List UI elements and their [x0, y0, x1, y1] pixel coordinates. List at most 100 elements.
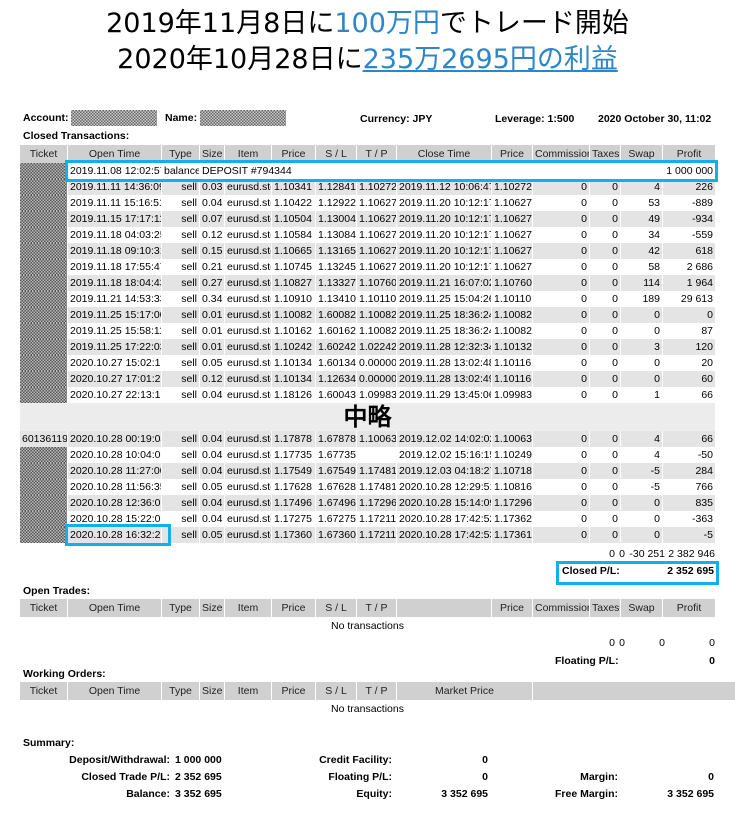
open-time: 2020.10.28 11:27:00: [68, 463, 161, 479]
item: eurusd.std: [225, 431, 271, 447]
closed-transactions-title: Closed Transactions:: [23, 130, 130, 142]
table-row: 2020.10.28 12:36:02sell0.04eurusd.std1.1…: [20, 495, 715, 511]
type: sell: [162, 431, 199, 447]
take-profit: 1.10082: [359, 325, 396, 337]
swap: 49: [621, 211, 662, 227]
type: sell: [181, 357, 197, 369]
type: sell: [181, 229, 197, 241]
deposit-value: 1 000 000: [175, 754, 222, 766]
profit: -363: [691, 513, 713, 525]
close-time: 2019.11.20 10:12:17: [399, 229, 491, 241]
close-price: 1.10272: [492, 179, 532, 195]
close-time: 2019.12.02 14:02:02: [397, 431, 491, 447]
open-price: 1.17735: [274, 449, 312, 461]
taxes: 0: [612, 513, 618, 525]
close-time: 2019.11.20 10:12:17: [397, 211, 491, 227]
headline-profit-link[interactable]: 235万2695円の利益: [362, 44, 618, 75]
close-price: 1.10718: [492, 463, 532, 479]
taxes: 0: [612, 389, 618, 401]
stop-loss: 1.13084: [318, 229, 356, 241]
item: eurusd.std: [227, 513, 271, 525]
commission: 0: [533, 307, 589, 323]
column-header: Ticket: [20, 599, 67, 617]
item: eurusd.std: [225, 371, 271, 387]
swap: -5: [621, 463, 662, 479]
take-profit: 0.00000: [359, 357, 396, 369]
open-total-taxes: 0: [619, 637, 625, 649]
commission: 0: [533, 495, 589, 511]
close-price: 1.10760: [492, 275, 532, 291]
ticket: 60136119: [20, 431, 67, 447]
column-header-blank: [533, 682, 735, 700]
commission: 0: [581, 197, 587, 209]
table-row: 2019.11.11 14:36:09sell0.03eurusd.std1.1…: [20, 179, 715, 195]
close-time: 2019.11.28 13:02:48: [399, 357, 491, 369]
taxes: 0: [612, 481, 618, 493]
size: 0.12: [202, 229, 223, 241]
size: 0.05: [200, 527, 224, 543]
deposit-label: Deposit/Withdrawal:: [69, 754, 170, 766]
ticket: [20, 211, 67, 227]
close-time: 2019.12.03 04:18:27: [397, 463, 491, 479]
take-profit: 1.02242: [357, 339, 396, 355]
stop-loss: 1.13245: [318, 261, 356, 273]
open-time: 2019.11.11 15:16:51: [70, 197, 161, 209]
stop-loss: 1.60162: [318, 325, 356, 337]
take-profit: 1.10627: [359, 261, 396, 273]
close-time: 2019.11.12 10:06:47: [397, 179, 491, 195]
profit: 2 686: [686, 261, 713, 273]
size: 0.05: [202, 481, 223, 493]
column-header: Type: [162, 682, 199, 700]
open-time: 2020.10.28 11:56:35: [70, 481, 161, 493]
size: 0.15: [200, 243, 224, 259]
item: eurusd.std: [225, 339, 271, 355]
close-time: 2019.11.25 18:36:24: [399, 325, 491, 337]
type: sell: [181, 197, 197, 209]
equity-label: Equity:: [356, 788, 392, 800]
close-price: 1.17362: [494, 513, 532, 525]
open-total-swap: 0: [659, 637, 665, 649]
balance-label: Balance:: [126, 788, 170, 800]
open-time: 2019.11.11 14:36:09: [68, 179, 161, 195]
ticket: [20, 323, 67, 339]
ticket: [20, 479, 67, 495]
column-header: Market Price: [397, 682, 532, 700]
taxes: 0: [612, 229, 618, 241]
commission: 0: [581, 325, 587, 337]
taxes: 0: [612, 293, 618, 305]
close-time: 2019.11.20 10:12:17: [399, 261, 491, 273]
column-header: Ticket: [20, 682, 67, 700]
table-row: 2020.10.28 11:56:35sell0.05eurusd.std1.1…: [20, 479, 715, 495]
column-header: Item: [225, 682, 271, 700]
column-header: Profit: [663, 599, 715, 617]
stop-loss: 1.67496: [316, 495, 356, 511]
profit: 120: [663, 339, 715, 355]
item: eurusd.std: [225, 243, 271, 259]
balance-value: 3 352 695: [175, 788, 222, 800]
close-price: 1.10627: [494, 229, 532, 241]
swap: 0: [621, 371, 662, 387]
ticket: [20, 339, 67, 355]
close-price: 1.10627: [492, 211, 532, 227]
commission: 0: [581, 261, 587, 273]
commission: 0: [533, 211, 589, 227]
account-label: Account:: [23, 111, 69, 124]
commission: 0: [581, 449, 587, 461]
close-price: 1.10116: [492, 371, 532, 387]
open-time: 2019.11.18 09:10:31: [68, 243, 161, 259]
commission: 0: [533, 275, 589, 291]
account-field: Account:: [23, 110, 158, 126]
open-time: 2020.10.28 00:19:04: [68, 431, 161, 447]
column-header: Price: [272, 682, 315, 700]
type: sell: [181, 261, 197, 273]
taxes: 0: [590, 307, 620, 323]
type: sell: [181, 389, 197, 401]
open-time: 2019.11.18 17:55:47: [70, 261, 161, 273]
table-row: 2019.11.25 17:22:03sell0.01eurusd.std1.1…: [20, 339, 715, 355]
table-row: 2020.10.28 11:27:00sell0.04eurusd.std1.1…: [20, 463, 715, 479]
size: 0.21: [202, 261, 223, 273]
floating-pl-label: Floating P/L:: [555, 655, 619, 667]
stop-loss: 1.13410: [318, 293, 356, 305]
stop-loss: 1.67360: [316, 527, 356, 543]
swap: 0: [654, 513, 660, 525]
